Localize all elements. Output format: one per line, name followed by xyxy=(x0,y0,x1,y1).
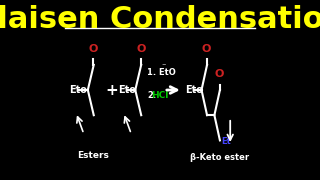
Text: +: + xyxy=(105,82,118,98)
Text: Eto: Eto xyxy=(69,85,87,95)
Text: Esters: Esters xyxy=(77,151,109,160)
Text: Eto: Eto xyxy=(118,85,136,95)
Text: HCl: HCl xyxy=(151,91,169,100)
Text: O: O xyxy=(202,44,211,54)
Text: O: O xyxy=(89,44,98,54)
Text: 1. EtO: 1. EtO xyxy=(147,68,176,76)
Text: Claisen Condensation: Claisen Condensation xyxy=(0,5,320,34)
Text: β-Keto ester: β-Keto ester xyxy=(190,153,249,162)
Text: O: O xyxy=(136,44,146,54)
Text: O: O xyxy=(215,69,224,79)
Text: Eto: Eto xyxy=(185,85,203,95)
Text: 2.: 2. xyxy=(147,91,156,100)
Text: Et: Et xyxy=(221,137,231,146)
Text: ⁻: ⁻ xyxy=(161,61,165,70)
